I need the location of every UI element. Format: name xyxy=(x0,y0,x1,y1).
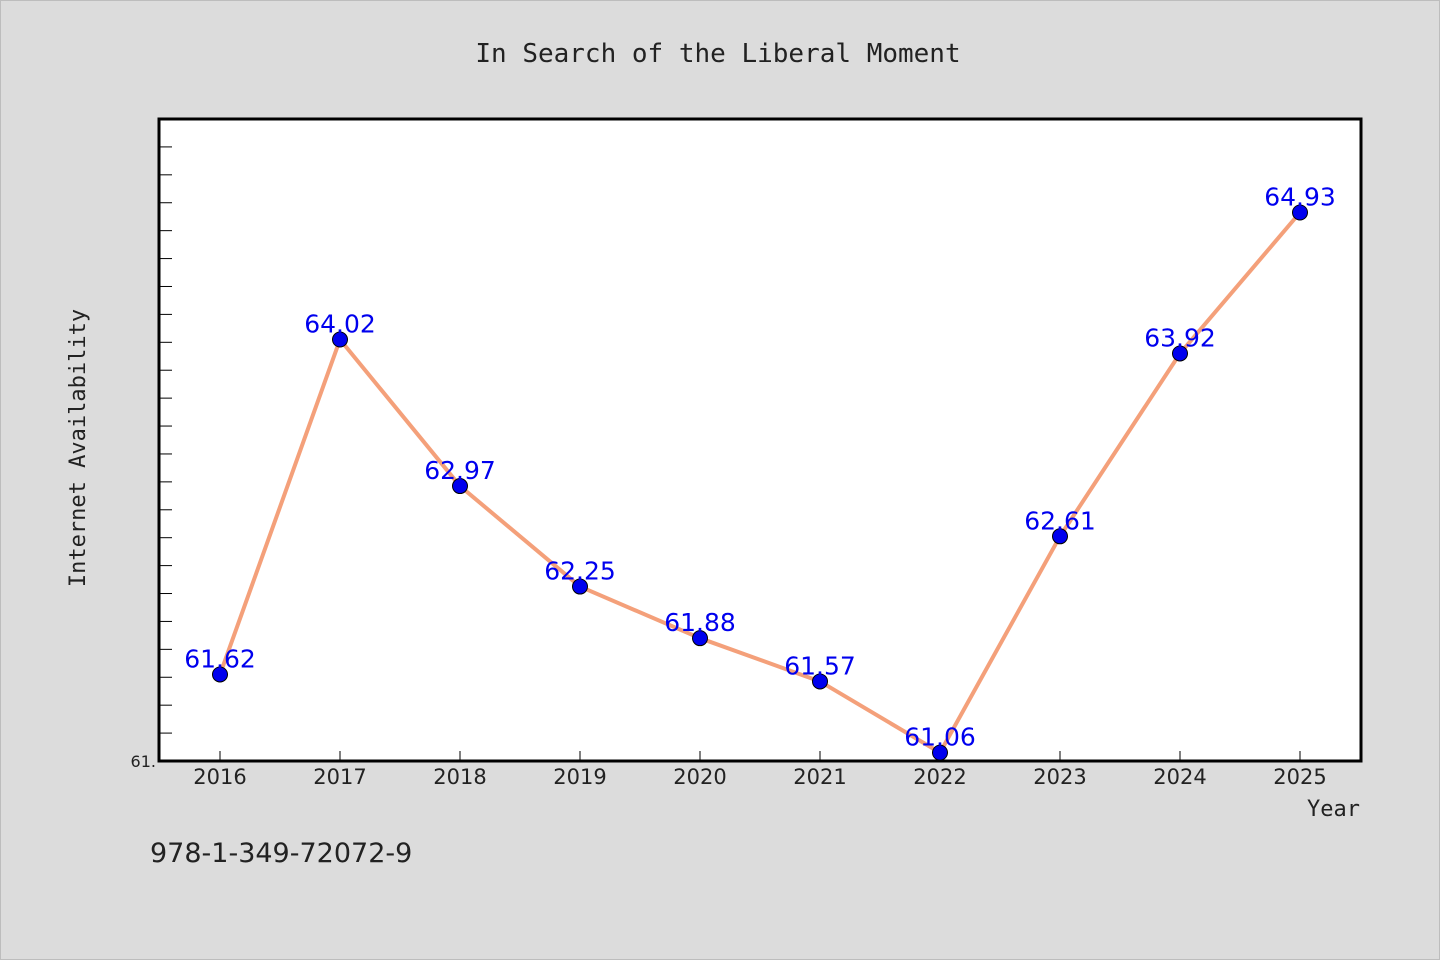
series-line-group xyxy=(218,211,1302,755)
data-point-2022 xyxy=(932,744,948,761)
x-axis-label: Year xyxy=(1307,797,1360,822)
data-point-2024 xyxy=(1172,345,1188,362)
y-axis-label: Internet Availability xyxy=(66,309,91,587)
y-axis-tick-labels: 61. xyxy=(131,752,156,771)
footnote-isbn: 978-1-349-72072-9 xyxy=(150,838,412,869)
x-tick-label-2023: 2023 xyxy=(1033,765,1086,789)
y-axis-minor-ticks xyxy=(159,146,172,734)
data-markers xyxy=(212,204,1308,761)
data-point-2023 xyxy=(1052,528,1068,545)
x-tick-label-2021: 2021 xyxy=(793,765,846,789)
x-tick-label-2025: 2025 xyxy=(1273,765,1326,789)
data-label-2016: 61.62 xyxy=(184,644,256,673)
chart-title: In Search of the Liberal Moment xyxy=(475,39,960,69)
plot-area xyxy=(157,117,1363,763)
data-point-2019 xyxy=(572,578,588,595)
y-tick-label: 61. xyxy=(131,752,156,771)
data-label-2025: 64.93 xyxy=(1264,183,1336,212)
x-tick-label-2024: 2024 xyxy=(1153,765,1206,789)
x-tick-label-2019: 2019 xyxy=(553,765,606,789)
series-line xyxy=(218,211,1302,755)
data-label-2023: 62.61 xyxy=(1024,506,1096,535)
data-point-2016 xyxy=(212,666,228,683)
data-label-2019: 62.25 xyxy=(544,557,616,586)
data-label-2017: 64.02 xyxy=(304,310,376,339)
data-label-2024: 63.92 xyxy=(1144,323,1216,352)
x-tick-label-2016: 2016 xyxy=(193,765,246,789)
x-tick-label-2022: 2022 xyxy=(913,765,966,789)
x-tick-label-2017: 2017 xyxy=(313,765,366,789)
data-point-2025 xyxy=(1292,204,1308,221)
data-label-2020: 61.88 xyxy=(664,608,736,637)
x-axis-tick-labels: 2016 2017 2018 2019 2020 2021 2022 2023 2024 2025 xyxy=(193,765,1326,789)
data-point-2017 xyxy=(332,331,348,348)
data-label-2021: 61.57 xyxy=(784,651,856,680)
data-labels: 61.62 64.02 62.97 62.25 61.88 61.57 61.06 62.61… xyxy=(184,183,1336,752)
data-point-2020 xyxy=(692,630,708,647)
data-label-2022: 61.06 xyxy=(904,723,976,752)
x-tick-label-2018: 2018 xyxy=(433,765,486,789)
x-tick-label-2020: 2020 xyxy=(673,765,726,789)
data-label-2018: 62.97 xyxy=(424,456,496,485)
data-point-2021 xyxy=(812,673,828,690)
data-point-2018 xyxy=(452,478,468,495)
